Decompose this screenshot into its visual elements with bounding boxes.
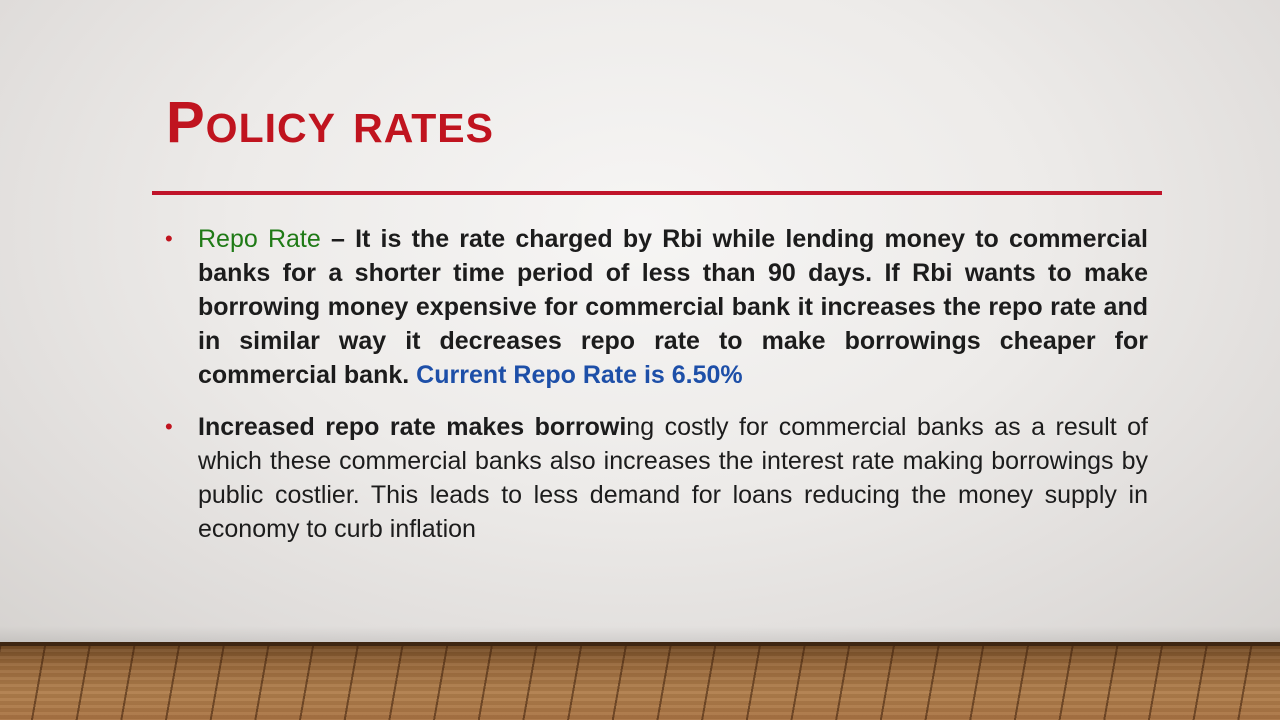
repo-rate-term: Repo Rate (198, 225, 321, 253)
bullet-increased-repo-rate: • Increased repo rate makes borrowing cos… (165, 410, 1148, 546)
slide-content: • Repo Rate – It is the rate charged by R… (165, 222, 1148, 546)
repo-rate-definition: – It is the rate charged by Rbi while le… (198, 225, 1148, 389)
wooden-floor (0, 642, 1280, 720)
floor-edge (0, 642, 1280, 646)
current-repo-rate: Current Repo Rate is 6.50% (416, 361, 743, 389)
bullet-icon: • (165, 226, 173, 251)
wall-shadow (0, 626, 1280, 642)
bullet-repo-rate: • Repo Rate – It is the rate charged by R… (165, 222, 1148, 392)
title-underline (152, 191, 1162, 195)
bullet-icon: • (165, 414, 173, 439)
increased-repo-text: ng costly for commercial banks as a resu… (198, 413, 1149, 543)
slide-background (0, 0, 1280, 642)
slide-title: Policy rates (166, 90, 494, 155)
increased-repo-lead: Increased repo rate makes borrowi (198, 413, 627, 441)
